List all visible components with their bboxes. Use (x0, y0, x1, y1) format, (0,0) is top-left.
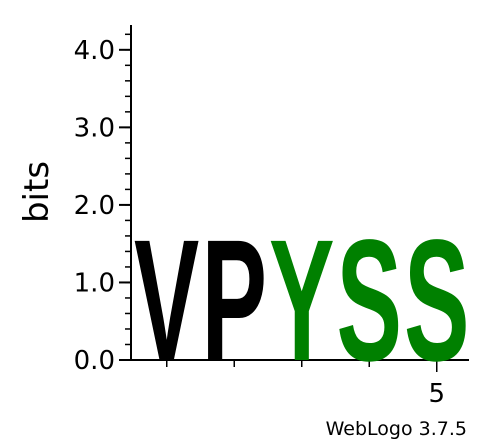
x-axis: 5 (131, 359, 469, 409)
weblogo-credit: WebLogo 3.7.5 (326, 418, 467, 440)
logo-letter-y: Y (269, 204, 334, 397)
y-tick-label: 3.0 (74, 113, 115, 143)
logo-letter-v: V (134, 204, 199, 397)
y-tick-label: 4.0 (74, 36, 115, 66)
logo-letter-s: S (404, 204, 469, 397)
y-axis: 0.0 1.0 2.0 3.0 4.0 (74, 25, 132, 376)
logo-letter-s: S (337, 204, 402, 397)
y-tick-label: 2.0 (74, 191, 115, 221)
x-tick-label: 5 (428, 379, 445, 409)
y-axis-title: bits (17, 161, 57, 223)
y-tick-label: 0.0 (74, 346, 115, 376)
logo-letter-p: P (202, 204, 267, 397)
y-tick-label: 1.0 (74, 268, 115, 298)
